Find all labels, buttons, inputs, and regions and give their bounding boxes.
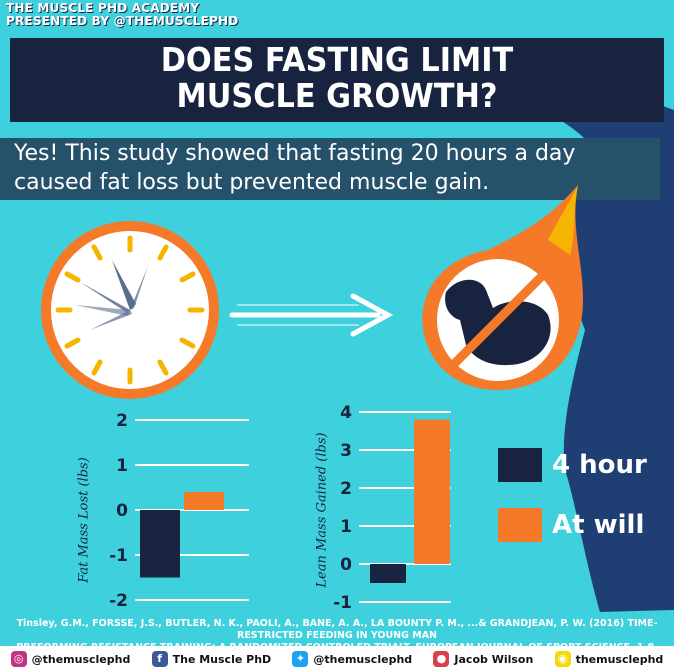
twitter-icon: ✦ [292,651,309,667]
twitter-link[interactable]: ✦ @themusclephd [292,651,412,667]
instagram-link[interactable]: ◎ @themusclephd [10,651,131,667]
lean-mass-chart: 4 3 2 1 0 -1 [333,403,451,613]
citation-line-1: Tinsley, G.M., FORSSE, J.S., BUTLER, N. … [16,618,658,641]
periscope-link[interactable]: ● Jacob Wilson [433,651,533,667]
claim-text: Yes! This study showed that fasting 20 h… [14,139,654,197]
chart2-tick-label: 0 [340,555,352,575]
chart2-tick-label: -1 [333,593,352,613]
social-footer: ◎ @themusclephd f The Muscle PhD ✦ @themusc… [0,646,674,672]
twitter-label: @themusclephd [313,652,413,666]
snapchat-link[interactable]: ◉ themusclephd [554,651,664,667]
chart2-ylabel: Lean Mass Gained (lbs) [314,432,330,588]
no-sign-icon [422,185,583,390]
chart1-bar-at-will [184,492,224,510]
claim-line-2: caused fat loss but prevented muscle gai… [14,170,490,195]
chart1-tick-label: -1 [109,546,128,566]
facebook-icon: f [151,651,168,667]
facebook-label: The Muscle PhD [172,652,272,666]
chart1-ylabel: Fat Mass Lost (lbs) [76,457,92,583]
title-band [10,38,664,122]
instagram-label: @themusclephd [31,652,131,666]
chart2-bar-4-hour [370,564,406,583]
arrow-icon [229,293,394,337]
claim-line-1: Yes! This study showed that fasting 20 h… [14,141,576,166]
brand: THE MUSCLE PHD ACADEMY PRESENTED BY @THE… [6,2,238,28]
facebook-link[interactable]: f The Muscle PhD [151,651,272,667]
brand-line-1: THE MUSCLE PHD ACADEMY [6,1,200,15]
page-title: DOES FASTING LIMIT MUSCLE GROWTH? [27,42,647,114]
chart1-bar-4-hour [140,510,180,578]
chart1-tick-label: 1 [116,456,128,476]
periscope-icon: ● [433,651,450,667]
legend-label-4-hour: 4 hour [552,450,647,480]
instagram-icon: ◎ [10,651,27,667]
chart1-tick-label: 0 [116,501,128,521]
chart2-bar-at-will [414,419,450,564]
snapchat-icon: ◉ [554,651,571,667]
brand-line-2: PRESENTED BY @THEMUSCLEPHD [6,14,239,28]
title-line-2: MUSCLE GROWTH? [176,76,498,115]
fat-mass-chart: 2 1 0 -1 -2 [109,411,249,611]
chart2-tick-label: 2 [340,479,352,499]
periscope-label: Jacob Wilson [454,652,534,666]
snapchat-label: themusclephd [575,652,664,666]
chart1-tick-label: 2 [116,411,128,431]
legend-swatch-at-will [498,508,542,542]
chart2-tick-label: 4 [340,403,352,423]
clock-icon [41,221,219,399]
legend-swatch-4-hour [498,448,542,482]
title-line-1: DOES FASTING LIMIT [160,40,514,79]
claim-band [0,138,660,200]
chart2-tick-label: 1 [340,517,352,537]
chart1-tick-label: -2 [109,591,128,611]
legend-label-at-will: At will [552,510,645,540]
chart2-tick-label: 3 [340,441,352,461]
